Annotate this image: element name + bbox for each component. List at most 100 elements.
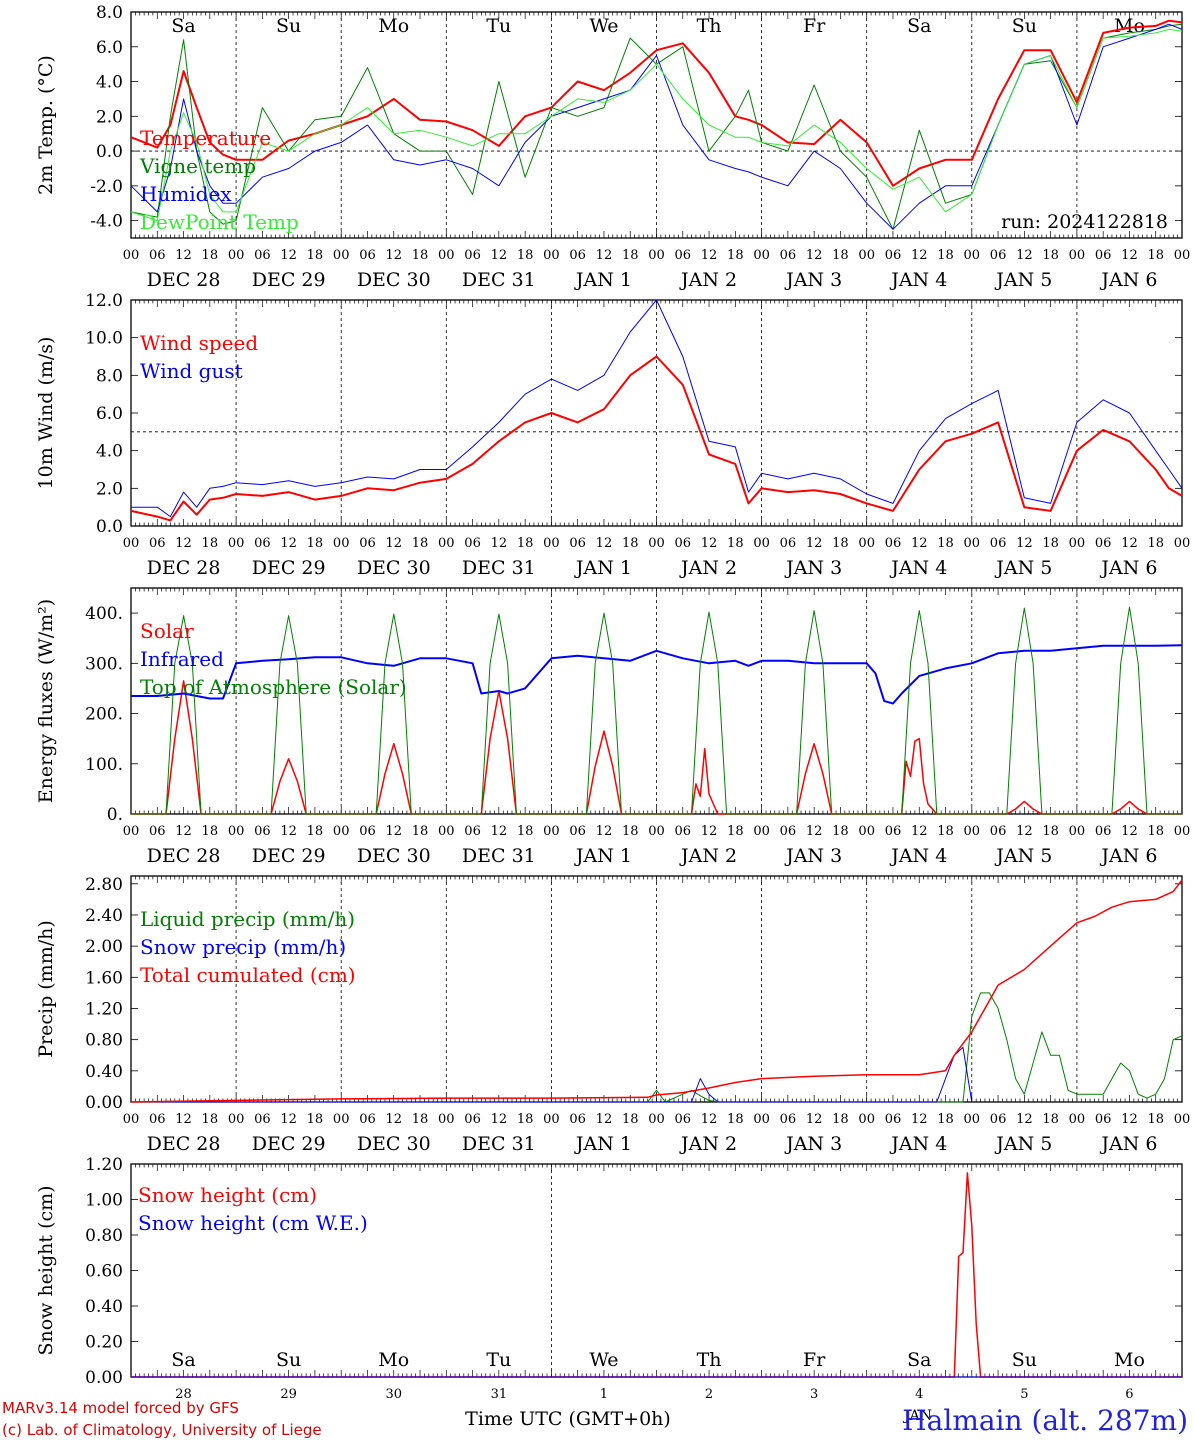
hour-label: 12 <box>1016 536 1033 551</box>
hour-label: 18 <box>727 1112 744 1127</box>
date-label: DEC 28 <box>147 1133 221 1155</box>
hour-label: 00 <box>438 536 455 551</box>
series-line-wind-speed <box>130 355 1183 522</box>
weekday-label: Fr <box>803 15 826 37</box>
y-tick-label: 6.0 <box>96 38 123 58</box>
weekday-label: We <box>589 15 618 37</box>
hour-label: 18 <box>202 824 219 839</box>
date-label: DEC 31 <box>462 1133 536 1155</box>
date-label: JAN 3 <box>784 269 842 291</box>
hour-label: 06 <box>254 1112 271 1127</box>
date-label: JAN 1 <box>574 1133 632 1155</box>
hour-label: 12 <box>806 1112 823 1127</box>
date-label: JAN 6 <box>1099 557 1157 579</box>
hour-label: 00 <box>123 248 140 263</box>
hour-label: 00 <box>648 824 665 839</box>
hour-label: 12 <box>175 536 192 551</box>
hour-label: 00 <box>543 1112 560 1127</box>
date-label: JAN 6 <box>1099 845 1157 867</box>
hour-label: 00 <box>438 824 455 839</box>
series-line-total-cumulated-cm <box>130 879 1183 1103</box>
hour-label: 12 <box>491 1112 508 1127</box>
date-label: DEC 29 <box>252 845 326 867</box>
hour-label: 18 <box>202 248 219 263</box>
hour-label: 06 <box>254 824 271 839</box>
date-label: DEC 29 <box>252 1133 326 1155</box>
hour-label: 18 <box>307 536 324 551</box>
series-line-infrared <box>131 644 1183 705</box>
legend-entry: Temperature <box>140 126 271 150</box>
hour-label: 06 <box>149 824 166 839</box>
legend-entry: Total cumulated (cm) <box>140 963 356 987</box>
hour-label: 06 <box>990 824 1007 839</box>
legend-entry: Top of Atmosphere (Solar) <box>140 675 407 699</box>
weekday-label: Tu <box>486 15 511 37</box>
hour-label: 06 <box>990 536 1007 551</box>
day-number-label: 5 <box>1020 1387 1028 1402</box>
date-label: DEC 29 <box>252 269 326 291</box>
hour-label: 00 <box>964 536 981 551</box>
hour-label: 12 <box>596 536 613 551</box>
hour-label: 12 <box>280 1112 297 1127</box>
date-label: JAN 2 <box>679 269 737 291</box>
hour-label: 18 <box>832 536 849 551</box>
weekday-label: Su <box>1012 1349 1037 1371</box>
hour-label: 00 <box>333 536 350 551</box>
hour-label: 12 <box>596 824 613 839</box>
hour-label: 12 <box>701 536 718 551</box>
y-tick-label: 2.00 <box>85 937 123 957</box>
chart-panel-5: 0.00 0.20 0.40 0.60 0.80 1.00 1.20 Snow height … <box>35 1155 1183 1402</box>
hour-label: 00 <box>1069 1112 1086 1127</box>
date-label: JAN 5 <box>994 845 1052 867</box>
hour-label: 06 <box>359 536 376 551</box>
y-axis-label: 10m Wind (m/s) <box>35 337 57 490</box>
date-label: JAN 2 <box>679 845 737 867</box>
hour-label: 18 <box>307 1112 324 1127</box>
date-label: JAN 3 <box>784 845 842 867</box>
y-tick-label: 0.80 <box>85 1031 123 1051</box>
chart-panel-3: 0. 100. 200. 300. 400. Energy fluxes (W/m²) 00… <box>35 587 1190 867</box>
y-tick-label: 0.40 <box>85 1062 123 1082</box>
y-tick-label: 0.80 <box>85 1226 123 1246</box>
y-tick-label: 8.0 <box>96 366 123 386</box>
day-number-label: 31 <box>491 1387 508 1402</box>
y-tick-label: 1.20 <box>85 999 123 1019</box>
hour-label: 12 <box>491 824 508 839</box>
hour-label: 18 <box>517 536 534 551</box>
date-label: JAN 1 <box>574 269 632 291</box>
hour-label: 12 <box>701 824 718 839</box>
weekday-label: Su <box>276 1349 301 1371</box>
date-label: DEC 29 <box>252 557 326 579</box>
hour-label: 00 <box>858 824 875 839</box>
hour-label: 00 <box>753 536 770 551</box>
hour-label: 00 <box>648 536 665 551</box>
y-tick-label: 0.0 <box>96 142 123 162</box>
hour-label: 18 <box>937 824 954 839</box>
hour-label: 00 <box>1174 248 1191 263</box>
hour-label: 06 <box>780 1112 797 1127</box>
hour-label: 12 <box>806 536 823 551</box>
hour-label: 18 <box>727 536 744 551</box>
hour-label: 06 <box>675 1112 692 1127</box>
hour-label: 12 <box>491 536 508 551</box>
weekday-label: Su <box>1012 15 1037 37</box>
hour-label: 06 <box>1095 248 1112 263</box>
y-tick-label: 0.00 <box>85 1093 123 1113</box>
hour-label: 12 <box>175 248 192 263</box>
hour-label: 12 <box>701 1112 718 1127</box>
y-tick-label: 4.0 <box>96 73 123 93</box>
hour-label: 12 <box>1016 824 1033 839</box>
hour-label: 00 <box>1069 824 1086 839</box>
hour-label: 18 <box>412 1112 429 1127</box>
hour-label: 12 <box>596 1112 613 1127</box>
date-label: JAN 1 <box>574 845 632 867</box>
hour-label: 06 <box>569 1112 586 1127</box>
lab-credit: (c) Lab. of Climatology, University of L… <box>2 1421 322 1439</box>
month-mark: JAN <box>902 1408 932 1424</box>
y-tick-label: 0.00 <box>85 1368 123 1388</box>
hour-label: 06 <box>780 824 797 839</box>
hour-label: 00 <box>228 824 245 839</box>
y-tick-label: 2.80 <box>85 875 123 895</box>
date-label: DEC 31 <box>462 557 536 579</box>
hour-label: 00 <box>543 824 560 839</box>
